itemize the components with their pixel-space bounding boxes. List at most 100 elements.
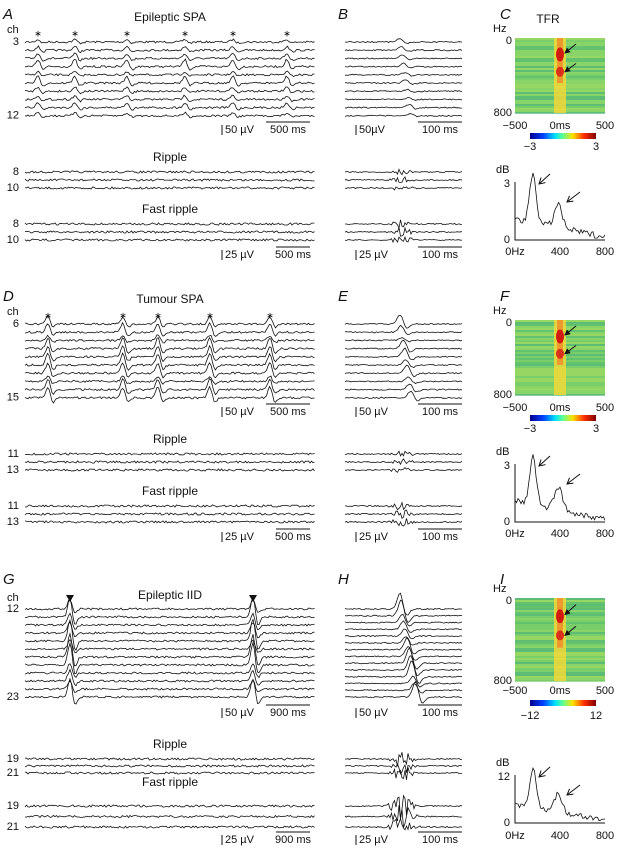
trace (24, 186, 315, 190)
trace (24, 170, 315, 174)
trace (344, 225, 463, 237)
colorbar (530, 700, 596, 706)
channel-label: 19 (7, 753, 19, 765)
trace (344, 767, 463, 780)
panel-label: B (338, 6, 348, 23)
arrow (539, 766, 551, 777)
trace (24, 70, 315, 78)
trace (344, 337, 463, 343)
arrow (564, 625, 577, 636)
heatmap-peak (556, 609, 564, 624)
trace (344, 168, 463, 176)
trace (24, 352, 315, 371)
axis-label: 0 (506, 317, 512, 329)
panel-label: H (338, 571, 349, 588)
trace (344, 614, 463, 627)
trace (24, 668, 315, 687)
arrow (564, 345, 577, 355)
trace (24, 111, 315, 119)
arrow (539, 455, 551, 466)
axis-label: 0 (504, 516, 510, 528)
axis-label: 0ms (550, 402, 571, 414)
heatmap-peak (556, 66, 564, 77)
colorbar-label: 3 (593, 423, 599, 435)
spike-marker: ∗ (119, 310, 127, 320)
axis-label: 0Hz (505, 528, 525, 540)
trace (344, 680, 462, 704)
axis-label: 0 (506, 595, 512, 607)
trace (344, 46, 463, 52)
trace (25, 504, 315, 508)
axis-label: 800 (596, 246, 614, 258)
colorbar-label: 3 (593, 141, 599, 153)
trace (344, 518, 463, 527)
trace (344, 339, 463, 353)
heatmap-peak (556, 630, 564, 641)
trace (24, 94, 315, 103)
trace (344, 752, 463, 767)
trace (24, 238, 315, 242)
trace (344, 96, 463, 101)
scale-label: 25 µV (359, 531, 389, 543)
axis-label: 800 (494, 675, 512, 687)
heatmap-peak (556, 329, 564, 344)
spike-marker: ∗ (71, 28, 79, 38)
trace (24, 804, 315, 808)
trace (24, 52, 315, 62)
spectrum-axes (514, 182, 605, 241)
trace (344, 359, 463, 369)
trace (24, 612, 315, 631)
trace (24, 45, 315, 54)
axis-label: 800 (494, 389, 512, 401)
arrow (567, 784, 581, 795)
trace (24, 596, 315, 626)
channel-label: 11 (8, 448, 19, 460)
axis-unit: Hz (493, 305, 506, 317)
scale-label: 25 µV (359, 249, 389, 261)
axis-label: 0 (504, 234, 510, 246)
scale-label: 100 ms (422, 406, 459, 418)
arrow (564, 325, 577, 336)
trace (24, 375, 315, 385)
trace (24, 814, 315, 819)
panel-label: G (3, 571, 15, 588)
axis-label: 800 (596, 830, 614, 842)
panel-label: I (500, 571, 504, 588)
arrow (567, 473, 581, 484)
trace (24, 452, 315, 456)
axis-label: 0 (504, 817, 510, 829)
trace (24, 460, 315, 464)
channel-label: 10 (7, 234, 19, 246)
trace (24, 825, 315, 829)
panel-title: Tumour SPA (136, 292, 203, 306)
ripple-title: Ripple (153, 737, 187, 751)
channel-label: 12 (7, 603, 19, 615)
trace (345, 636, 463, 646)
axis-label: 800 (596, 528, 614, 540)
axis-label: 3 (504, 460, 510, 472)
panel-title: Epileptic SPA (134, 10, 206, 24)
scale-label: 900 ms (275, 834, 312, 846)
trace (24, 102, 315, 111)
spectrum-line (514, 172, 606, 239)
spike-marker: ∗ (154, 310, 162, 320)
arrow (564, 43, 577, 54)
trace (344, 79, 463, 85)
channel-label: 21 (7, 767, 19, 779)
arrow (539, 173, 551, 184)
spike-marker: ∗ (123, 28, 131, 38)
trace (344, 675, 463, 688)
trace (344, 683, 463, 694)
trace (345, 450, 463, 457)
trace (345, 647, 463, 670)
scale-label: 100 ms (422, 249, 459, 261)
colorbar-label: −12 (521, 710, 540, 722)
trace (344, 54, 463, 61)
trace (344, 637, 463, 655)
spike-marker: ∗ (44, 310, 52, 320)
panel-title: Epileptic IID (138, 588, 202, 602)
axis-label: 0 (506, 35, 512, 47)
axis-label: 0ms (550, 120, 571, 132)
trace (344, 235, 463, 244)
trace (24, 618, 315, 651)
